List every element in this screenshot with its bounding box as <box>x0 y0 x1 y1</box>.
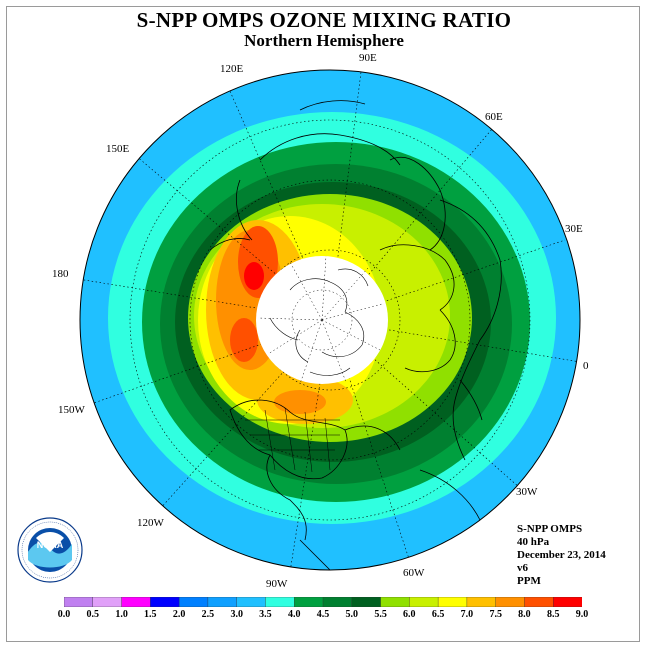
info-version: v6 <box>517 562 528 574</box>
info-instrument: S-NPP OMPS <box>517 523 583 535</box>
colorbar-tick-label: 9.0 <box>575 609 589 620</box>
colorbar-tick-label: 1.5 <box>144 609 157 620</box>
colorbar-tick-label: 4.5 <box>316 609 330 620</box>
info-date: December 23, 2014 <box>517 549 606 561</box>
lon-label-30e: 30E <box>565 223 583 235</box>
noaa-logo-text: NOAA <box>37 540 64 550</box>
contour-7.5-south <box>274 390 326 414</box>
colorbar-tick-label: 4.0 <box>287 609 301 620</box>
colorbar-tick-label: 6.5 <box>431 609 445 620</box>
lon-label-60w: 60W <box>403 567 425 579</box>
colorbar-tick-label: 5.0 <box>345 609 359 620</box>
colorbar-tick-label: 3.0 <box>230 609 243 620</box>
lon-label-180: 180 <box>52 268 69 280</box>
colorbar-swatch-14 <box>466 597 497 607</box>
arctic-graticule <box>257 255 383 385</box>
lon-label-120w: 120W <box>137 517 164 529</box>
colorbar-tick-label: 3.5 <box>259 609 272 620</box>
colorbar-tick-label: 0.0 <box>57 609 71 620</box>
info-level: 40 hPa <box>517 536 550 548</box>
map-title: S-NPP OMPS OZONE MIXING RATIO <box>136 8 512 32</box>
colorbar-tick-label: 7.5 <box>489 609 502 620</box>
colorbar-swatch-12 <box>409 597 439 607</box>
lon-label-150w: 150W <box>58 404 85 416</box>
colorbar-swatch-1 <box>92 597 123 607</box>
colorbar-swatch-8 <box>294 597 324 607</box>
arctic-coastlines <box>269 268 369 376</box>
colorbar-swatch-9 <box>322 597 353 607</box>
globe-outline <box>79 69 581 571</box>
colorbar-swatch-4 <box>178 597 209 607</box>
contour-8.5 <box>244 262 264 290</box>
colorbar-swatch-6 <box>236 597 267 607</box>
colorbar-tick-label: 6.0 <box>403 609 416 620</box>
colorbar-tick-label: 8.5 <box>546 609 560 620</box>
plot-frame <box>6 6 640 642</box>
contour-8.0-lower <box>230 318 258 362</box>
info-block: S-NPP OMPS 40 hPa December 23, 2014 v6 P… <box>517 523 606 588</box>
noaa-logo: NOAA <box>17 517 83 583</box>
colorbar-swatch-15 <box>495 597 526 607</box>
coastlines <box>209 100 502 570</box>
colorbar-swatch-0 <box>64 597 94 607</box>
colorbar-swatch-13 <box>437 597 468 607</box>
colorbar-tick-label: 7.0 <box>460 609 474 620</box>
lon-label-150e: 150E <box>106 143 130 155</box>
us-state-lines <box>245 407 340 473</box>
colorbar-tick-label: 2.5 <box>201 609 215 620</box>
lon-label-120e: 120E <box>220 63 244 75</box>
map-subtitle: Northern Hemisphere <box>244 31 404 50</box>
colorbar-tick-label: 1.0 <box>115 609 128 620</box>
colorbar-tick-label: 2.0 <box>172 609 186 620</box>
colorbar-swatch-3 <box>150 597 180 607</box>
colorbar <box>64 597 582 607</box>
colorbar-tick-label: 5.5 <box>374 609 387 620</box>
colorbar-swatch-17 <box>553 597 582 607</box>
colorbar-tick-label: 8.0 <box>518 609 531 620</box>
lon-label-60e: 60E <box>485 111 503 123</box>
colorbar-tick-label: 0.5 <box>86 609 100 620</box>
info-units: PPM <box>517 575 541 587</box>
lon-label-0: 0 <box>583 360 589 372</box>
lon-label-30w: 30W <box>516 486 538 498</box>
colorbar-swatch-16 <box>524 597 554 607</box>
lon-label-90e: 90E <box>359 52 377 64</box>
colorbar-swatch-11 <box>380 597 411 607</box>
colorbar-swatch-10 <box>351 597 382 607</box>
lon-label-90w: 90W <box>266 578 288 590</box>
colorbar-swatch-2 <box>121 597 152 607</box>
colorbar-swatch-5 <box>207 597 238 607</box>
colorbar-swatch-7 <box>265 597 295 607</box>
